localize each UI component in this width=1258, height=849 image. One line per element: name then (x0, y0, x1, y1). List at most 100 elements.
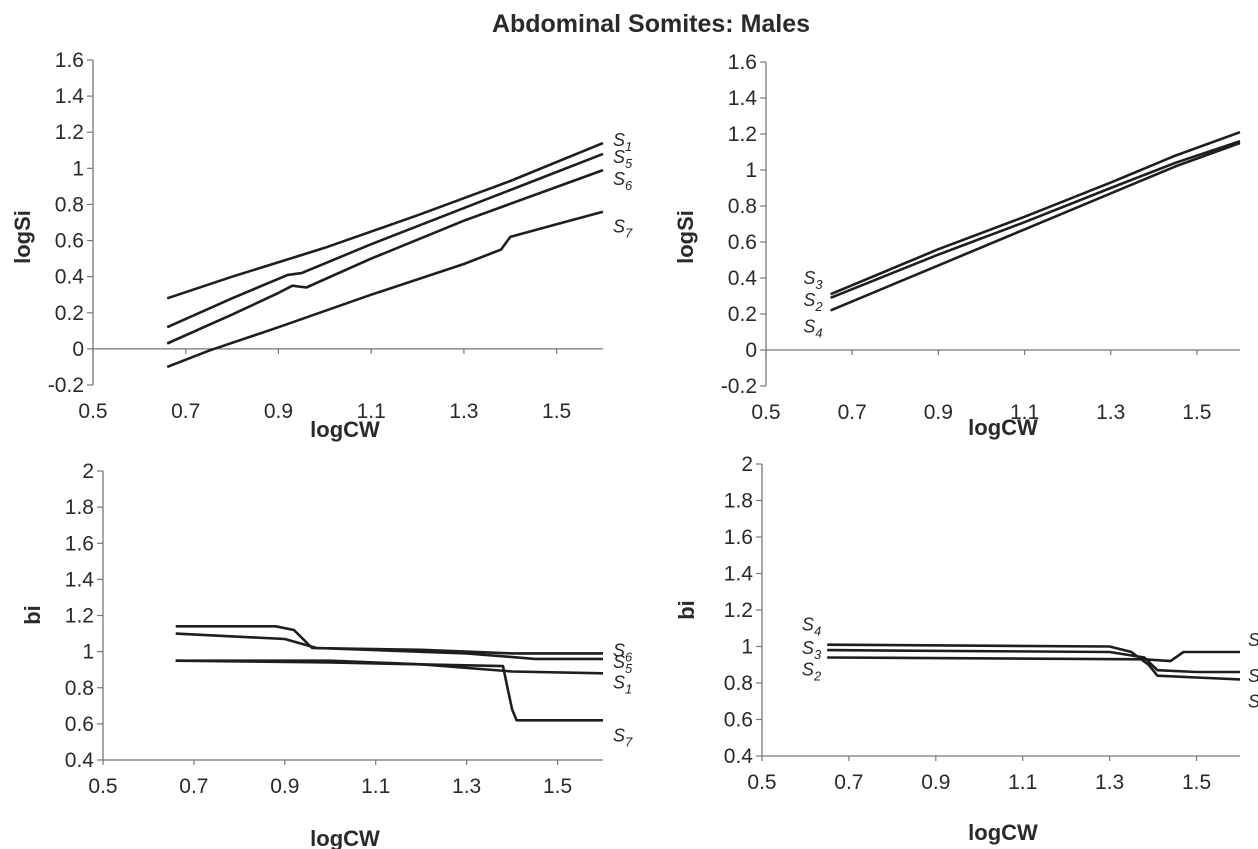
y-tick-label: 2 (82, 460, 94, 483)
y-tick-label: -0.2 (721, 375, 757, 398)
x-tick-label: 0.5 (751, 401, 780, 424)
series-label-start-s4: S4 (802, 615, 821, 639)
x-tick-label: 0.9 (270, 775, 299, 798)
x-tick-label: 0.9 (921, 771, 950, 794)
y-tick-label: 0 (745, 339, 757, 362)
y-tick-label: 0.8 (728, 195, 757, 218)
y-tick-label: 0.8 (55, 193, 84, 216)
x-tick-label: 0.7 (171, 400, 200, 423)
series-label-start-s2: S2 (802, 659, 822, 683)
chart-top-left: -0.2 0 0.2 0.4 0.6 0.8 1 1.2 1.4 1.6 0.5 0.7 0.9 1.1 1… (10, 49, 633, 442)
y-tick-label: 0 (72, 338, 84, 361)
series-line-s2 (830, 139, 1241, 300)
series-label-start-s3: S3 (802, 638, 822, 662)
series-line-s5 (166, 152, 604, 329)
series-line-s4 (827, 643, 1241, 681)
y-tick-label: 1.4 (728, 87, 758, 110)
y-tick-label: 0.4 (65, 749, 95, 772)
y-tick-label: 1.8 (724, 490, 753, 513)
x-tick-label: 0.5 (88, 775, 117, 798)
y-tick-label: 1 (745, 159, 757, 182)
y-tick-label: 0.6 (724, 709, 753, 732)
y-tick-label: 1.4 (65, 568, 95, 591)
y-tick-label: 1.8 (65, 496, 94, 519)
y-tick-label: 2 (741, 453, 753, 476)
x-tick-label: 0.7 (834, 771, 863, 794)
x-tick-label: 1.1 (1010, 401, 1039, 424)
series-line-s1 (166, 141, 604, 300)
x-tick-label: 1.5 (543, 775, 572, 798)
y-tick-label: 0.4 (55, 266, 85, 289)
y-axis-title: logSi (10, 210, 35, 264)
series-label-s4: S4 (803, 316, 822, 340)
y-tick-label: 0.4 (724, 745, 754, 768)
series-line-s3 (827, 648, 1240, 674)
chart-bottom-left: 0.4 0.6 0.8 1 1.2 1.4 1.6 1.8 2 0.5 0.7 0.9 1.1 1.3 1.… (20, 460, 633, 849)
x-axis-title: logCW (310, 417, 380, 442)
y-tick-label: 0.8 (724, 672, 753, 695)
y-tick-label: 1.6 (728, 51, 757, 74)
y-tick-label: 0.2 (728, 303, 757, 326)
series-line-s7 (175, 659, 603, 722)
series-line-s6 (166, 168, 604, 345)
series-line-s5 (175, 632, 603, 661)
y-tick-label: 1 (72, 157, 84, 180)
figure-title: Abdominal Somites: Males (491, 10, 811, 38)
x-tick-label: 0.9 (924, 401, 953, 424)
x-tick-label: 1.3 (452, 775, 481, 798)
chart-bottom-right: 0.4 0.6 0.8 1 1.2 1.4 1.6 1.8 2 0.5 0.7 0.9 1.1 1.3 1.… (674, 453, 1258, 845)
y-tick-label: 1.2 (724, 599, 753, 622)
y-tick-label: 1.4 (55, 85, 85, 108)
x-tick-label: 1.3 (449, 400, 478, 423)
y-tick-label: 1.2 (65, 605, 94, 628)
series-label-s3: S3 (803, 268, 823, 292)
series-label-s7: S7 (613, 217, 633, 241)
series-label-s1: S1 (613, 130, 632, 154)
x-axis-title: logCW (968, 820, 1038, 845)
y-tick-label: -0.2 (48, 374, 84, 397)
y-tick-label: 1.6 (65, 532, 94, 555)
y-tick-label: 1.2 (728, 123, 757, 146)
x-tick-label: 1.5 (1182, 771, 1211, 794)
x-tick-label: 0.9 (264, 400, 293, 423)
series-label-s6: S6 (613, 640, 633, 664)
y-tick-label: 0.4 (728, 267, 758, 290)
x-tick-label: 0.7 (179, 775, 208, 798)
x-tick-label: 0.5 (747, 771, 776, 794)
y-tick-label: 0.6 (55, 230, 84, 253)
y-tick-label: 1.4 (724, 563, 754, 586)
y-tick-label: 0.8 (65, 677, 94, 700)
series-label-end-s3: S3 (1248, 666, 1258, 690)
y-tick-label: 1 (82, 641, 94, 664)
series-label-s5: S5 (613, 652, 633, 676)
y-axis-title: logSi (673, 210, 698, 264)
x-tick-label: 1.5 (542, 400, 571, 423)
y-tick-label: 1.2 (55, 121, 84, 144)
series-label-s6: S6 (613, 169, 633, 193)
series-label-end-s4: S4 (1248, 691, 1258, 715)
series-label-s1: S1 (613, 672, 632, 696)
x-tick-label: 0.5 (78, 400, 107, 423)
x-tick-label: 1.3 (1095, 771, 1124, 794)
series-line-s2 (827, 650, 1240, 663)
x-axis-title: logCW (310, 826, 380, 849)
x-tick-label: 1.1 (357, 400, 386, 423)
series-label-s7: S7 (613, 725, 633, 749)
series-label-s5: S5 (613, 147, 633, 171)
x-tick-label: 0.7 (838, 401, 867, 424)
series-label-s2: S2 (803, 290, 823, 314)
y-tick-label: 1.6 (724, 526, 753, 549)
series-line-s4 (830, 141, 1241, 312)
y-tick-label: 0.6 (728, 231, 757, 254)
x-tick-label: 1.3 (1096, 401, 1125, 424)
y-axis-title: bi (674, 600, 699, 620)
y-tick-label: 0.2 (55, 302, 84, 325)
x-tick-label: 1.5 (1182, 401, 1211, 424)
x-axis-title: logCW (968, 415, 1038, 440)
y-axis-title: bi (20, 605, 45, 625)
chart-top-right: -0.2 0 0.2 0.4 0.6 0.8 1 1.2 1.4 1.6 0.5 0.7 0.9 1.1 1… (673, 51, 1241, 440)
y-tick-label: 1.6 (55, 49, 84, 72)
series-line-s3 (830, 130, 1241, 296)
